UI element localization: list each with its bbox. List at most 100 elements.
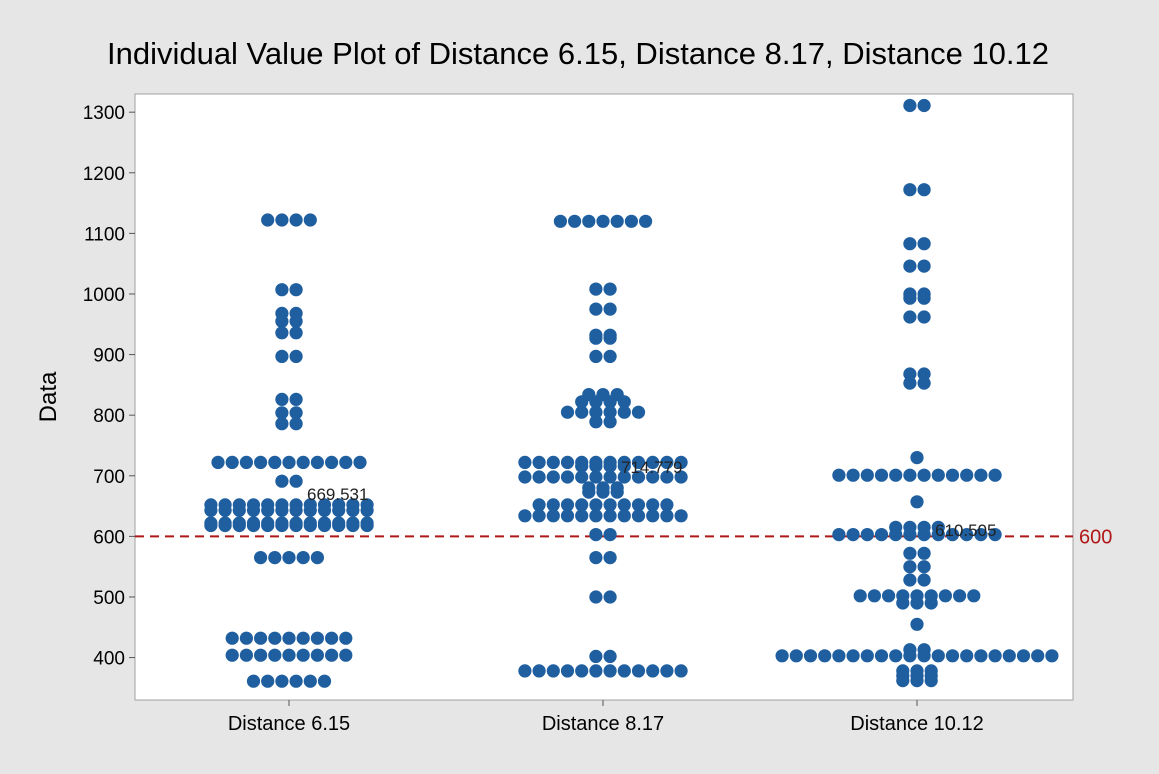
data-point (310, 648, 324, 662)
data-point (317, 518, 332, 533)
data-point (289, 474, 303, 488)
data-point (874, 649, 889, 663)
y-tick-label: 900 (93, 346, 125, 367)
data-point (289, 314, 303, 328)
data-point (603, 282, 617, 296)
data-point (275, 503, 289, 517)
data-point (211, 455, 225, 469)
data-point (239, 455, 253, 469)
data-point (924, 596, 938, 610)
data-point (988, 468, 1002, 482)
data-point (339, 631, 353, 645)
data-point (789, 649, 803, 663)
data-point (589, 282, 603, 296)
data-point (303, 518, 317, 533)
data-point (910, 617, 924, 631)
data-point (225, 455, 239, 469)
data-point (575, 470, 589, 484)
data-point (204, 503, 218, 517)
y-tick-label: 1200 (83, 164, 125, 185)
data-point (275, 674, 289, 688)
data-point (296, 648, 310, 662)
data-point (903, 367, 917, 381)
data-point (289, 392, 303, 406)
data-point (339, 648, 353, 662)
data-point (289, 503, 303, 517)
data-point (325, 648, 339, 662)
data-point (945, 468, 960, 482)
data-point (903, 573, 917, 587)
data-point (945, 649, 960, 663)
data-point (917, 183, 931, 197)
data-point (518, 509, 532, 523)
data-point (518, 455, 532, 469)
data-point (332, 518, 346, 533)
data-point (617, 498, 631, 512)
data-point (917, 291, 931, 305)
data-point (988, 649, 1002, 663)
y-axis: 400 500 600 700 800 900 1000 1100 1200 1300 (83, 103, 135, 670)
data-point (974, 468, 988, 482)
data-point (225, 648, 239, 662)
data-point (560, 509, 575, 523)
data-point (674, 664, 688, 678)
data-point (246, 503, 261, 517)
data-point (589, 302, 603, 316)
data-point (917, 259, 931, 273)
data-point (254, 551, 268, 565)
data-point (945, 528, 960, 542)
data-point (960, 468, 974, 482)
data-point (589, 649, 603, 664)
data-point (353, 455, 367, 469)
data-point (917, 367, 931, 381)
data-point (310, 631, 324, 645)
data-point (275, 213, 289, 227)
data-point (296, 551, 310, 565)
data-point (360, 518, 374, 533)
data-point (903, 183, 917, 197)
data-point (846, 528, 860, 542)
data-point (532, 498, 546, 512)
data-point (218, 503, 232, 517)
data-point (296, 631, 310, 645)
data-point (917, 649, 931, 663)
data-point (917, 98, 931, 113)
data-point (910, 674, 924, 688)
data-point (917, 468, 931, 482)
data-point (275, 392, 289, 406)
data-point (546, 498, 560, 512)
data-point (903, 291, 917, 305)
data-point (360, 503, 374, 517)
data-point (874, 468, 889, 482)
data-point (938, 589, 953, 603)
data-point (261, 503, 275, 517)
y-tick-label: 1000 (83, 285, 125, 306)
data-point (232, 518, 246, 533)
data-point (582, 485, 596, 499)
data-point (860, 468, 874, 482)
data-point (903, 546, 917, 560)
data-point (275, 349, 289, 363)
data-point (660, 498, 674, 512)
data-point (296, 455, 310, 469)
data-point (532, 470, 546, 484)
data-point (325, 455, 339, 469)
data-point (603, 331, 617, 345)
data-point (931, 528, 945, 542)
data-point (903, 528, 917, 542)
data-point (603, 349, 617, 363)
data-point (239, 631, 253, 645)
data-point (546, 455, 560, 469)
data-point (589, 551, 603, 565)
data-point (546, 664, 560, 678)
data-point (603, 551, 617, 565)
data-point (646, 470, 660, 484)
data-point (660, 509, 674, 523)
data-point (289, 417, 303, 431)
data-point (617, 405, 631, 419)
data-point (289, 326, 303, 340)
data-point (589, 498, 603, 512)
data-point (860, 528, 874, 542)
y-tick-label: 1300 (83, 103, 125, 124)
data-point (232, 503, 246, 517)
